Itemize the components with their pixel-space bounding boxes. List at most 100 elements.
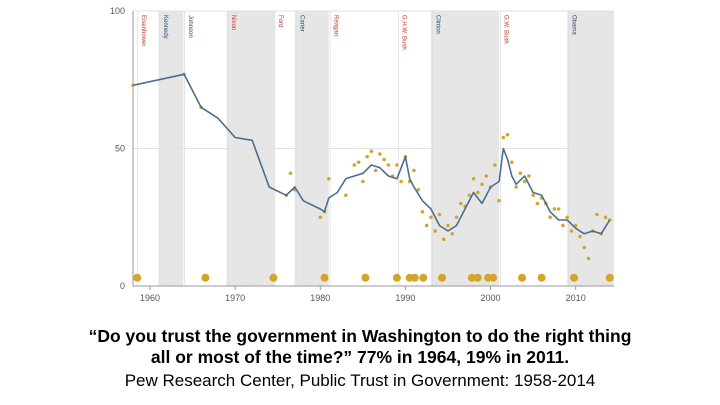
- survey-dot: [416, 187, 420, 192]
- baseline-dot: [133, 273, 142, 282]
- x-tick-label: 1980: [310, 293, 330, 303]
- survey-dot: [510, 160, 514, 165]
- survey-dot: [531, 193, 535, 198]
- president-label: Nixon: [230, 15, 236, 30]
- trust-line: [132, 73, 611, 235]
- survey-dot: [497, 198, 501, 203]
- survey-dot: [356, 160, 361, 165]
- x-tick-label: 2010: [566, 293, 586, 303]
- survey-dot: [378, 152, 382, 156]
- survey-dot: [548, 215, 552, 220]
- survey-dot: [505, 132, 510, 137]
- baseline-dot: [569, 273, 578, 282]
- survey-dot: [429, 215, 433, 220]
- survey-dot: [514, 185, 518, 189]
- baseline-dot: [269, 273, 278, 282]
- y-tick-label: 0: [120, 281, 125, 291]
- president-label: Eisenhower: [140, 15, 146, 46]
- baseline-dot: [201, 273, 210, 282]
- survey-dot: [535, 201, 540, 206]
- survey-dot: [288, 171, 293, 176]
- president-label: G.H.W. Bush: [400, 15, 406, 50]
- president-label: Clinton: [435, 15, 441, 34]
- survey-dot: [446, 223, 450, 228]
- baseline-dot: [467, 273, 476, 282]
- survey-dot: [501, 135, 506, 140]
- survey-dot: [458, 201, 463, 206]
- survey-dot: [569, 229, 574, 233]
- president-label: Obama: [571, 15, 577, 35]
- caption-source: Pew Research Center, Public Trust in Gov…: [124, 371, 596, 390]
- y-tick-label: 100: [110, 6, 125, 16]
- survey-dot: [352, 163, 357, 167]
- baseline-dot: [473, 273, 482, 282]
- president-label: Johnson: [187, 15, 193, 38]
- survey-dot: [437, 212, 442, 217]
- survey-dot: [527, 174, 531, 178]
- baseline-dot: [361, 273, 370, 282]
- survey-dot: [382, 157, 386, 162]
- survey-dot: [386, 163, 391, 167]
- survey-dot: [561, 223, 565, 228]
- baseline-dot: [489, 273, 498, 282]
- baseline-dots: [133, 273, 614, 282]
- axes: 0 50 100 1960 1970 1980 1990 2000 2010: [110, 6, 614, 303]
- president-label: Kennedy: [162, 15, 168, 39]
- survey-dot: [361, 179, 365, 184]
- gridlines: [133, 10, 614, 286]
- x-tick-label: 1970: [225, 293, 245, 303]
- president-label: Carter: [298, 15, 304, 32]
- president-label: Ford: [277, 15, 283, 27]
- survey-dot: [399, 179, 403, 184]
- baseline-dot: [605, 273, 614, 282]
- survey-dot: [586, 256, 591, 261]
- x-tick-label: 1960: [140, 293, 160, 303]
- survey-dot: [454, 215, 459, 220]
- survey-dot: [424, 223, 429, 228]
- survey-dot: [480, 182, 484, 187]
- survey-dot: [484, 174, 489, 178]
- survey-dot: [552, 207, 557, 211]
- survey-dot: [344, 193, 348, 198]
- y-tick-label: 50: [115, 144, 125, 154]
- survey-dot: [420, 209, 425, 214]
- survey-dot: [450, 231, 455, 236]
- survey-dot: [369, 149, 374, 154]
- survey-dot: [565, 215, 569, 220]
- survey-dot: [441, 237, 446, 242]
- survey-dot: [373, 168, 378, 173]
- baseline-dot: [518, 273, 527, 282]
- caption-question-line1: “Do you trust the government in Washingt…: [88, 326, 632, 346]
- survey-dot: [433, 229, 438, 233]
- president-label: Reagan: [332, 15, 338, 36]
- baseline-dot: [410, 273, 419, 282]
- survey-dots: [131, 72, 612, 261]
- x-tick-label: 2000: [481, 293, 501, 303]
- baseline-dot: [438, 273, 447, 282]
- baseline-dot: [537, 273, 546, 282]
- survey-dot: [595, 212, 599, 217]
- survey-dot: [518, 171, 523, 176]
- baseline-dot: [392, 273, 401, 282]
- baseline-dot: [320, 273, 329, 282]
- survey-dot: [522, 179, 527, 184]
- president-label: G.W. Bush: [503, 15, 509, 44]
- survey-dot: [395, 163, 399, 167]
- survey-dot: [603, 215, 608, 220]
- survey-dot: [412, 168, 416, 173]
- baseline-dot: [419, 273, 428, 282]
- trust-chart: 0 50 100 1960 1970 1980 1990 2000 2010 Eisenhowe…: [110, 6, 614, 303]
- survey-dot: [578, 234, 582, 239]
- survey-dot: [493, 163, 497, 167]
- survey-dot: [365, 154, 369, 159]
- president-labels: Eisenhower Kennedy Johnson Nixon Ford Carter R…: [140, 15, 577, 50]
- x-tick-label: 1990: [395, 293, 415, 303]
- survey-dot: [475, 190, 480, 195]
- survey-dot: [556, 207, 561, 211]
- series-line: [132, 73, 611, 235]
- survey-dot: [467, 193, 472, 198]
- caption-question-line2: all or most of the time?” 77% in 1964, 1…: [150, 347, 570, 367]
- survey-dot: [327, 176, 331, 181]
- survey-dot: [471, 176, 476, 181]
- survey-dot: [582, 245, 587, 250]
